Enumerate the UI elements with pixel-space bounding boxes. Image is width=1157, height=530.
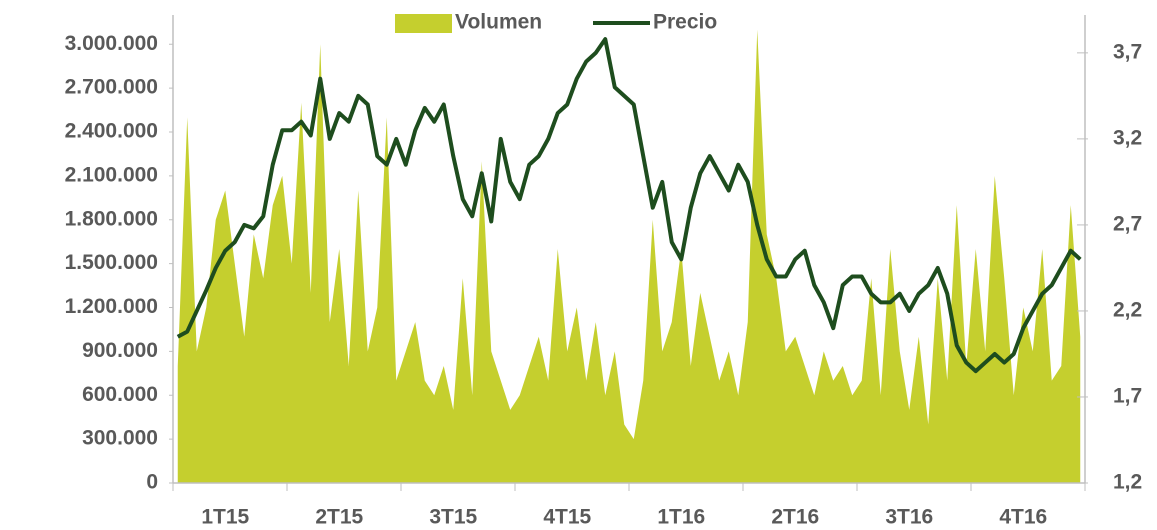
y2-tick-label: 1,7 (1113, 385, 1142, 408)
x-tick-label: 1T16 (657, 506, 705, 529)
volume-area (177, 29, 1081, 483)
y-tick-label: 900.000 (82, 339, 158, 362)
price-line (176, 37, 1082, 374)
y2-tick-label: 2,2 (1113, 298, 1142, 321)
x-tick-label: 4T15 (543, 506, 591, 529)
y-tick-label: 2.700.000 (65, 76, 158, 99)
x-tick-label: 2T15 (315, 506, 363, 529)
y-tick-label: 2.400.000 (65, 120, 158, 143)
y2-tick-label: 2,7 (1113, 212, 1142, 235)
x-tick-label: 4T16 (999, 506, 1047, 529)
y-tick-label: 1.200.000 (65, 295, 158, 318)
x-tick-label: 3T16 (885, 506, 933, 529)
y-tick-label: 600.000 (82, 383, 158, 406)
y-tick-label: 300.000 (82, 427, 158, 450)
y-tick-label: 0 (146, 471, 158, 494)
x-tick-label: 1T15 (201, 506, 249, 529)
y2-tick-label: 3,7 (1113, 40, 1142, 63)
x-tick-label: 3T15 (429, 506, 477, 529)
y-tick-label: 1.800.000 (65, 207, 158, 230)
legend-label: Precio (653, 11, 717, 34)
y-tick-label: 1.500.000 (65, 251, 158, 274)
x-tick-label: 2T16 (771, 506, 819, 529)
legend-swatch (395, 14, 452, 33)
legend-label: Volumen (455, 11, 542, 34)
y-tick-label: 2.100.000 (65, 163, 158, 186)
y2-tick-label: 3,2 (1113, 126, 1142, 149)
y-tick-label: 3.000.000 (65, 32, 158, 55)
y2-tick-label: 1,2 (1113, 471, 1142, 494)
